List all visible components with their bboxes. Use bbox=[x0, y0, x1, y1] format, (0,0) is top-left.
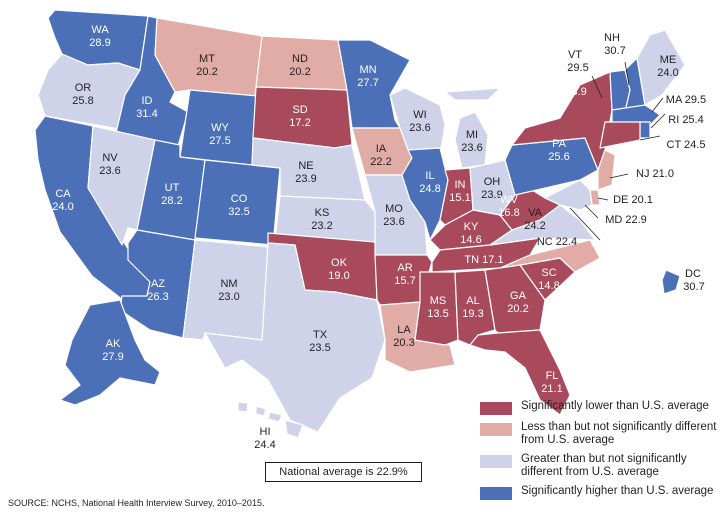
state-label-AR: AR 15.7 bbox=[394, 262, 415, 287]
legend-label: Greater than but not significantly diffe… bbox=[521, 453, 687, 478]
state-label-WV: WV 16.8 bbox=[498, 194, 519, 219]
state-label-TX: TX 23.5 bbox=[309, 329, 330, 354]
state-label-OK: OK 19.0 bbox=[328, 257, 349, 282]
state-label-OR: OR 25.8 bbox=[72, 82, 93, 107]
state-label-AZ: AZ 26.3 bbox=[147, 278, 168, 303]
legend-item-sig-higher: Significantly higher than U.S. average bbox=[480, 485, 725, 500]
state-label-HI: HI 24.4 bbox=[254, 426, 275, 451]
state-label-AL: AL 19.3 bbox=[462, 295, 483, 320]
state-label-GA: GA 20.2 bbox=[507, 290, 528, 315]
state-label-MN: MN 27.7 bbox=[357, 64, 378, 89]
state-label-LA: LA 20.3 bbox=[393, 324, 414, 349]
state-label-TN: TN 17.1 bbox=[464, 254, 503, 266]
state-label-IN: IN 15.1 bbox=[449, 179, 470, 204]
state-label-KY: KY 14.6 bbox=[460, 221, 481, 246]
state-label-WI: WI 23.6 bbox=[409, 109, 430, 134]
legend-item-lower: Less than but not significantly differen… bbox=[480, 421, 725, 447]
state-IL bbox=[401, 147, 449, 241]
state-label-IL: IL 24.8 bbox=[419, 170, 440, 195]
state-MI bbox=[444, 87, 501, 169]
legend-label: Less than but not significantly differen… bbox=[521, 421, 717, 446]
state-label-WY: WY 27.5 bbox=[209, 122, 230, 147]
state-label-SD: SD 17.2 bbox=[289, 104, 310, 129]
state-label-NM: NM 23.0 bbox=[218, 278, 239, 303]
state-label-ME: ME 24.0 bbox=[657, 54, 678, 79]
state-label-CA: CA 24.0 bbox=[52, 188, 73, 213]
state-label-IA: IA 22.2 bbox=[370, 143, 391, 168]
state-label-NY: NY 18.9 bbox=[565, 73, 586, 98]
state-label-ND: ND 20.2 bbox=[289, 53, 310, 78]
state-label-NH: NH 30.7 bbox=[604, 32, 626, 57]
state-RI bbox=[639, 121, 651, 139]
state-label-NV: NV 23.6 bbox=[99, 152, 120, 177]
state-DC bbox=[661, 269, 681, 295]
state-label-MD: MD 22.9 bbox=[605, 214, 647, 226]
state-CT bbox=[599, 121, 641, 149]
state-label-ID: ID 31.4 bbox=[136, 95, 157, 120]
state-MA bbox=[611, 104, 661, 126]
state-TN bbox=[431, 237, 541, 273]
state-label-RI: RI 25.4 bbox=[668, 114, 703, 126]
legend-label: Significantly higher than U.S. average bbox=[521, 485, 714, 497]
state-FL bbox=[469, 329, 571, 416]
state-label-FL: FL 21.1 bbox=[541, 370, 562, 395]
legend-item-sig-lower: Significantly lower than U.S. average bbox=[480, 400, 725, 415]
legend-label: Significantly lower than U.S. average bbox=[521, 400, 709, 412]
state-label-KS: KS 23.2 bbox=[311, 207, 332, 232]
legend-swatch bbox=[480, 402, 512, 415]
state-NC bbox=[499, 239, 601, 273]
state-MD bbox=[544, 179, 593, 211]
state-label-VT: VT 29.5 bbox=[567, 49, 588, 74]
legend-item-higher: Greater than but not significantly diffe… bbox=[480, 453, 725, 479]
legend-swatch bbox=[480, 455, 512, 468]
state-label-NJ: NJ 21.0 bbox=[636, 168, 674, 180]
state-MN bbox=[337, 39, 411, 129]
state-label-SC: SC 14.8 bbox=[538, 267, 559, 292]
state-label-DE: DE 20.1 bbox=[613, 194, 653, 206]
state-label-DC: DC 30.7 bbox=[683, 268, 704, 293]
state-label-MT: MT 20.2 bbox=[196, 53, 217, 78]
legend-swatch bbox=[480, 487, 512, 500]
state-label-VA: VA 24.2 bbox=[524, 207, 545, 232]
state-label-MI: MI 23.6 bbox=[461, 129, 482, 154]
legend: Significantly lower than U.S. average Le… bbox=[480, 400, 725, 506]
state-label-UT: UT 28.2 bbox=[161, 182, 182, 207]
state-AK bbox=[59, 299, 161, 406]
national-average-box: National average is 22.9% bbox=[265, 462, 422, 482]
state-label-NE: NE 23.9 bbox=[295, 160, 316, 185]
state-label-MO: MO 23.6 bbox=[383, 203, 404, 228]
legend-swatch bbox=[480, 423, 512, 436]
leader-lines bbox=[569, 61, 666, 241]
state-label-CO: CO 32.5 bbox=[228, 193, 249, 218]
state-label-MS: MS 13.5 bbox=[427, 295, 448, 320]
state-TX bbox=[204, 242, 386, 433]
state-label-WA: WA 28.9 bbox=[89, 24, 110, 49]
state-label-PA: PA 25.6 bbox=[548, 138, 569, 163]
state-label-NC: NC 22.4 bbox=[537, 236, 577, 248]
state-HI bbox=[237, 401, 304, 439]
state-NJ bbox=[597, 149, 616, 191]
state-label-MA: MA 29.5 bbox=[666, 94, 706, 106]
state-label-AK: AK 27.9 bbox=[102, 338, 123, 363]
state-label-OH: OH 23.9 bbox=[481, 176, 502, 201]
state-WI bbox=[389, 87, 446, 156]
state-label-CT: CT 24.5 bbox=[667, 139, 706, 151]
state-NM bbox=[182, 239, 271, 341]
source-note: SOURCE: NCHS, National Health Interview … bbox=[8, 498, 265, 508]
